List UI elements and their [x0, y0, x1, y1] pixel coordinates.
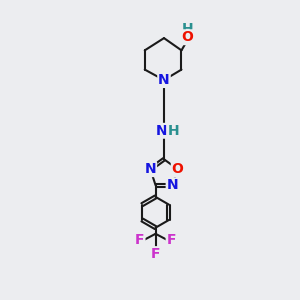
Text: F: F: [167, 233, 176, 248]
Text: N: N: [167, 178, 178, 192]
Text: F: F: [151, 247, 160, 261]
Text: O: O: [182, 30, 194, 44]
Text: N: N: [158, 73, 170, 87]
Text: N: N: [145, 162, 156, 176]
Text: H: H: [182, 22, 194, 36]
Text: O: O: [172, 162, 184, 176]
Text: F: F: [135, 233, 145, 248]
Text: H: H: [167, 124, 179, 138]
Text: N: N: [156, 124, 167, 138]
